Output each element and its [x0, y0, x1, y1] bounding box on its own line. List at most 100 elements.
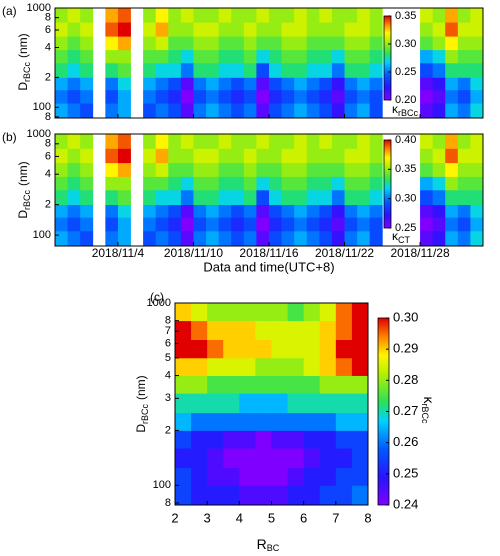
- y-tick-label: 2: [165, 424, 171, 436]
- colorbar-tick-label: 0.30: [395, 193, 416, 205]
- heatmap-cell: [255, 303, 272, 322]
- heatmap-cell: [287, 412, 305, 431]
- heatmap-cell: [281, 217, 295, 232]
- colorbar-title-main: κ: [392, 102, 399, 116]
- heatmap-cell: [207, 430, 224, 449]
- heatmap-cell: [369, 176, 383, 191]
- heatmap-cell: [55, 22, 68, 37]
- heatmap-cell: [271, 393, 288, 414]
- heatmap-cell: [191, 320, 208, 340]
- heatmap-cell: [231, 22, 245, 37]
- heatmap-cell: [117, 134, 131, 149]
- heatmap-cell: [281, 176, 295, 191]
- heatmap-cell: [239, 412, 256, 431]
- heatmap-cell: [155, 22, 169, 37]
- heatmap-cell: [432, 162, 446, 177]
- y-tick-label: 8: [45, 138, 51, 150]
- heatmap-cell: [357, 134, 371, 149]
- heatmap-cell: [271, 357, 288, 376]
- heatmap-cell: [470, 148, 484, 164]
- heatmap-cell: [470, 36, 484, 51]
- heatmap-cell: [287, 357, 305, 376]
- heatmap-cell: [239, 485, 256, 506]
- heatmap-cell: [117, 89, 131, 104]
- y-tick-label: 1000: [147, 297, 171, 309]
- heatmap-cell: [231, 204, 245, 218]
- heatmap-cell: [175, 448, 192, 469]
- heatmap-cell: [231, 62, 245, 78]
- heatmap-cell: [269, 230, 282, 247]
- heatmap-cell: [306, 134, 320, 149]
- heatmap-cell: [470, 230, 484, 247]
- x-tick-label: 2: [171, 510, 178, 525]
- panel-label: (a): [2, 4, 17, 18]
- y-axis-title-sub: rBCc: [22, 190, 32, 210]
- x-axis-title: Data and time(UTC+8): [203, 259, 334, 274]
- x-tick-label: 8: [364, 510, 371, 525]
- y-axis-title: DrBCc (nm): [134, 375, 150, 432]
- heatmap-cell: [206, 36, 220, 51]
- heatmap-cell: [306, 148, 320, 164]
- heatmap-cell: [335, 375, 353, 394]
- heatmap-cell: [255, 448, 272, 469]
- colorbar-title-main: κ: [421, 397, 437, 405]
- heatmap-cell: [306, 162, 320, 177]
- heatmap-cell: [269, 176, 282, 191]
- heatmap-cell: [239, 320, 256, 340]
- heatmap-cell: [351, 357, 369, 376]
- heatmap-cell: [231, 77, 245, 91]
- heatmap-cell: [319, 134, 333, 149]
- heatmap-cell: [231, 134, 245, 149]
- heatmap-cell: [206, 62, 220, 78]
- heatmap-cell: [306, 217, 320, 232]
- heatmap-cell: [243, 77, 257, 91]
- heatmap-cell: [206, 148, 220, 164]
- heatmap-cell: [335, 467, 353, 486]
- heatmap-cell: [369, 36, 383, 51]
- heatmap-cell: [319, 230, 333, 247]
- y-tick-label: 4: [165, 369, 171, 381]
- heatmap-cell: [319, 189, 333, 206]
- heatmap-cell: [319, 77, 333, 91]
- y-axis-title: DrBCc (nm): [16, 33, 32, 90]
- heatmap-cell: [470, 176, 484, 191]
- heatmap-cell: [319, 36, 333, 51]
- x-axis-title: RBC: [257, 536, 280, 554]
- x-tick-label: 6: [300, 510, 307, 525]
- x-tick-label: 2018/11/22: [315, 246, 374, 260]
- heatmap-cell: [155, 204, 169, 218]
- heatmap-cell: [243, 36, 257, 51]
- heatmap-cell: [331, 89, 345, 104]
- heatmap-cell: [351, 430, 369, 449]
- heatmap-cell: [369, 189, 383, 206]
- y-axis-title-unit: (nm): [134, 375, 148, 400]
- heatmap-cell: [193, 162, 207, 177]
- heatmap-cell: [269, 22, 282, 37]
- colorbar-title-main: κ: [392, 229, 399, 243]
- heatmap-cell: [239, 448, 256, 469]
- heatmap-cell: [168, 49, 182, 64]
- heatmap-cell: [319, 357, 337, 376]
- heatmap-cell: [191, 485, 208, 506]
- x-tick-label: 3: [204, 510, 211, 525]
- heatmap-cell: [243, 176, 257, 191]
- heatmap-cell: [206, 176, 220, 191]
- heatmap-cell: [344, 49, 358, 64]
- heatmap-cell: [306, 77, 320, 91]
- heatmap-cell: [191, 303, 208, 322]
- heatmap-cell: [294, 103, 308, 119]
- heatmap-cell: [306, 230, 320, 247]
- heatmap-cell: [55, 36, 68, 51]
- colorbar-tick-label: 0.30: [393, 309, 418, 324]
- heatmap-cell: [218, 148, 232, 164]
- heatmap-cell: [445, 22, 459, 37]
- heatmap-cell: [357, 204, 371, 218]
- heatmap-cell: [256, 22, 270, 37]
- colorbar-tick-label: 0.20: [395, 94, 416, 106]
- heatmap-cell: [294, 230, 308, 247]
- heatmap-cell: [155, 62, 169, 78]
- y-tick-label: 4: [45, 168, 51, 180]
- heatmap-cell: [218, 49, 232, 64]
- heatmap-cell: [256, 162, 270, 177]
- heatmap-cell: [207, 303, 224, 322]
